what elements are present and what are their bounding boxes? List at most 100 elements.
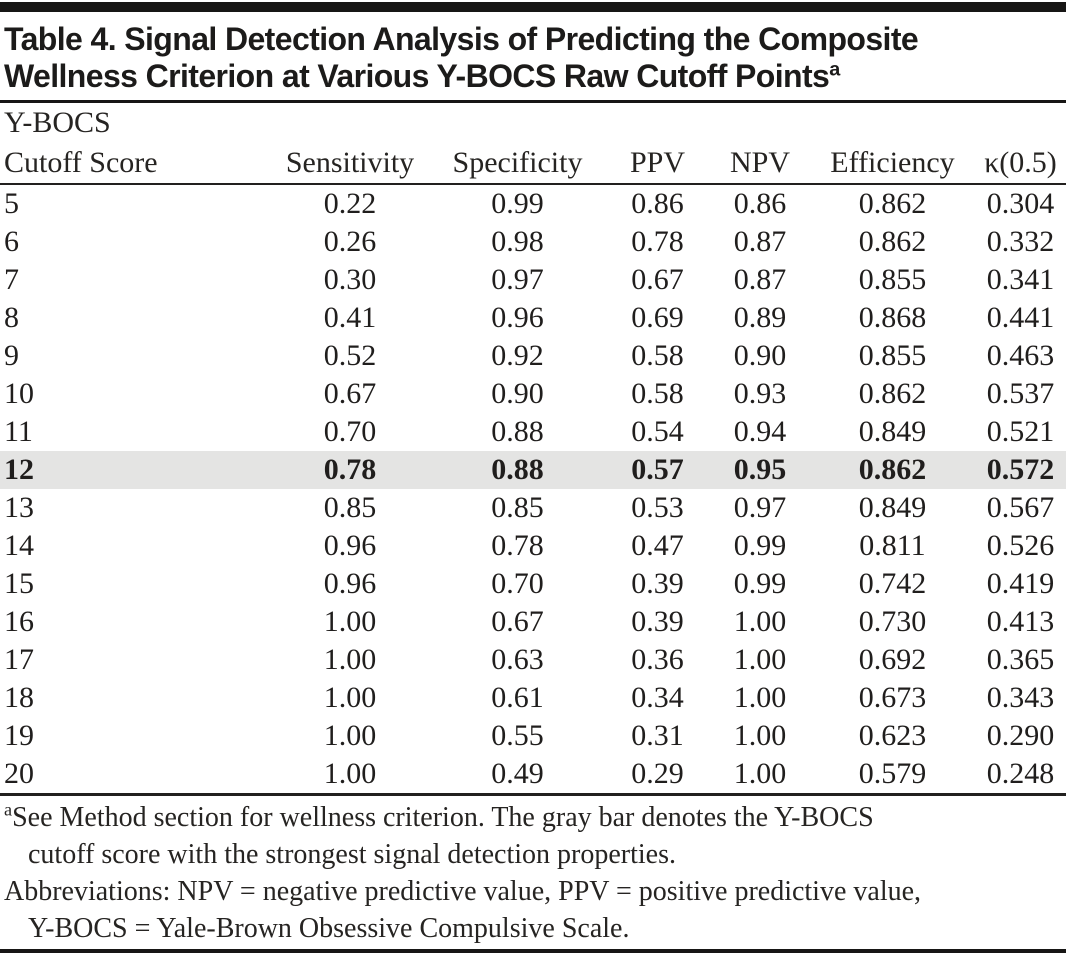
cell-efficiency: 0.579 <box>858 757 927 790</box>
cell-kappa: 0.567 <box>986 491 1055 524</box>
cell-kappa: 0.419 <box>986 567 1055 600</box>
table-title-line2: Wellness Criterion at Various Y-BOCS Raw… <box>4 58 840 94</box>
title-footnote-marker: a <box>829 58 840 81</box>
footnote-line: Abbreviations: NPV = negative predictive… <box>2 873 1066 910</box>
cell-cutoff-score: 17 <box>4 643 34 676</box>
table-row: 19 1.00 0.55 0.31 1.00 0.623 0.290 <box>0 717 1066 755</box>
cell-kappa: 0.526 <box>986 529 1055 562</box>
cell-ppv: 0.39 <box>631 567 684 600</box>
cell-npv: 0.99 <box>733 529 787 562</box>
cell-specificity: 0.88 <box>491 415 544 448</box>
footnote-line: aSee Method section for wellness criteri… <box>2 799 1066 836</box>
table-row: 12 0.78 0.88 0.57 0.95 0.862 0.572 <box>0 451 1066 489</box>
cell-ppv: 0.67 <box>631 263 684 296</box>
cell-sensitivity: 0.78 <box>323 453 377 486</box>
cell-specificity: 0.92 <box>491 339 544 372</box>
cell-cutoff-score: 18 <box>4 681 34 714</box>
cell-ppv: 0.29 <box>631 757 684 790</box>
cell-efficiency: 0.849 <box>858 491 927 524</box>
cell-kappa: 0.341 <box>986 263 1055 296</box>
cell-efficiency: 0.862 <box>858 377 927 410</box>
cell-specificity: 0.97 <box>491 263 544 296</box>
cell-cutoff-score: 9 <box>4 339 19 372</box>
cell-efficiency: 0.742 <box>858 567 927 600</box>
table-row: 5 0.22 0.99 0.86 0.86 0.862 0.304 <box>0 185 1066 223</box>
cell-ppv: 0.69 <box>631 301 684 334</box>
cell-ppv: 0.58 <box>631 339 684 372</box>
footnote-text: Abbreviations: NPV = negative predictive… <box>4 876 922 907</box>
cell-cutoff-score: 20 <box>4 757 34 790</box>
cell-npv: 0.87 <box>733 225 787 258</box>
cell-specificity: 0.78 <box>491 529 544 562</box>
cell-ppv: 0.57 <box>631 453 684 486</box>
cell-npv: 0.94 <box>733 415 787 448</box>
cell-specificity: 0.96 <box>491 301 544 334</box>
cell-ppv: 0.47 <box>631 529 684 562</box>
table-row: 15 0.96 0.70 0.39 0.99 0.742 0.419 <box>0 565 1066 603</box>
cell-efficiency: 0.868 <box>858 301 927 334</box>
cell-npv: 1.00 <box>733 605 787 638</box>
header-divider-rule <box>0 183 1066 185</box>
table-title: Table 4. Signal Detection Analysis of Pr… <box>4 21 1066 95</box>
cell-kappa: 0.304 <box>986 187 1055 220</box>
footnote-text: Y-BOCS = Yale-Brown Obsessive Compulsive… <box>28 913 630 944</box>
cell-npv: 0.97 <box>733 491 787 524</box>
cell-efficiency: 0.862 <box>858 225 927 258</box>
cell-npv: 0.86 <box>733 187 787 220</box>
cell-ppv: 0.86 <box>631 187 684 220</box>
cell-kappa: 0.537 <box>986 377 1055 410</box>
body-divider-rule <box>0 793 1066 796</box>
cell-sensitivity: 0.96 <box>323 567 377 600</box>
cell-cutoff-score: 12 <box>4 453 34 486</box>
header-row: Cutoff Score Sensitivity Specificity PPV… <box>0 143 1066 183</box>
cell-cutoff-score: 10 <box>4 377 34 410</box>
cell-sensitivity: 0.85 <box>323 491 377 524</box>
header-efficiency: Efficiency <box>830 146 955 179</box>
table-body: 5 0.22 0.99 0.86 0.86 0.862 0.304 6 0.26… <box>0 185 1066 793</box>
header-cutoff-score: Cutoff Score <box>4 146 158 179</box>
cell-ppv: 0.31 <box>631 719 684 752</box>
cell-npv: 0.95 <box>733 453 787 486</box>
cell-sensitivity: 1.00 <box>323 719 377 752</box>
cell-efficiency: 0.692 <box>858 643 927 676</box>
table-row: 16 1.00 0.67 0.39 1.00 0.730 0.413 <box>0 603 1066 641</box>
cell-specificity: 0.63 <box>491 643 544 676</box>
cell-kappa: 0.290 <box>986 719 1055 752</box>
cell-kappa: 0.572 <box>986 453 1055 486</box>
cell-npv: 0.93 <box>733 377 787 410</box>
header-ppv: PPV <box>629 146 686 179</box>
cell-kappa: 0.365 <box>986 643 1055 676</box>
cell-sensitivity: 0.67 <box>323 377 377 410</box>
table-row: 17 1.00 0.63 0.36 1.00 0.692 0.365 <box>0 641 1066 679</box>
cell-kappa: 0.248 <box>986 757 1055 790</box>
title-divider-rule <box>0 100 1066 103</box>
cell-kappa: 0.343 <box>986 681 1055 714</box>
cell-npv: 0.90 <box>733 339 787 372</box>
cell-sensitivity: 0.70 <box>323 415 377 448</box>
cell-efficiency: 0.862 <box>858 187 927 220</box>
cell-specificity: 0.67 <box>491 605 544 638</box>
table-row: 18 1.00 0.61 0.34 1.00 0.673 0.343 <box>0 679 1066 717</box>
cell-efficiency: 0.855 <box>858 339 927 372</box>
cell-kappa: 0.413 <box>986 605 1055 638</box>
cell-efficiency: 0.623 <box>858 719 927 752</box>
cell-sensitivity: 1.00 <box>323 681 377 714</box>
cell-specificity: 0.55 <box>491 719 544 752</box>
cell-sensitivity: 1.00 <box>323 605 377 638</box>
cell-sensitivity: 0.96 <box>323 529 377 562</box>
cell-npv: 1.00 <box>733 757 787 790</box>
footnote-text: cutoff score with the strongest signal d… <box>28 839 676 870</box>
cell-ppv: 0.53 <box>631 491 684 524</box>
cell-specificity: 0.88 <box>491 453 544 486</box>
top-rule-bar <box>0 2 1066 12</box>
cell-sensitivity: 0.30 <box>323 263 377 296</box>
cell-ppv: 0.34 <box>631 681 684 714</box>
table-row: 7 0.30 0.97 0.67 0.87 0.855 0.341 <box>0 261 1066 299</box>
cell-specificity: 0.90 <box>491 377 544 410</box>
cell-efficiency: 0.855 <box>858 263 927 296</box>
footnote-line: Y-BOCS = Yale-Brown Obsessive Compulsive… <box>2 910 1066 947</box>
cell-efficiency: 0.673 <box>858 681 927 714</box>
cell-ppv: 0.78 <box>631 225 684 258</box>
cell-ppv: 0.54 <box>631 415 684 448</box>
